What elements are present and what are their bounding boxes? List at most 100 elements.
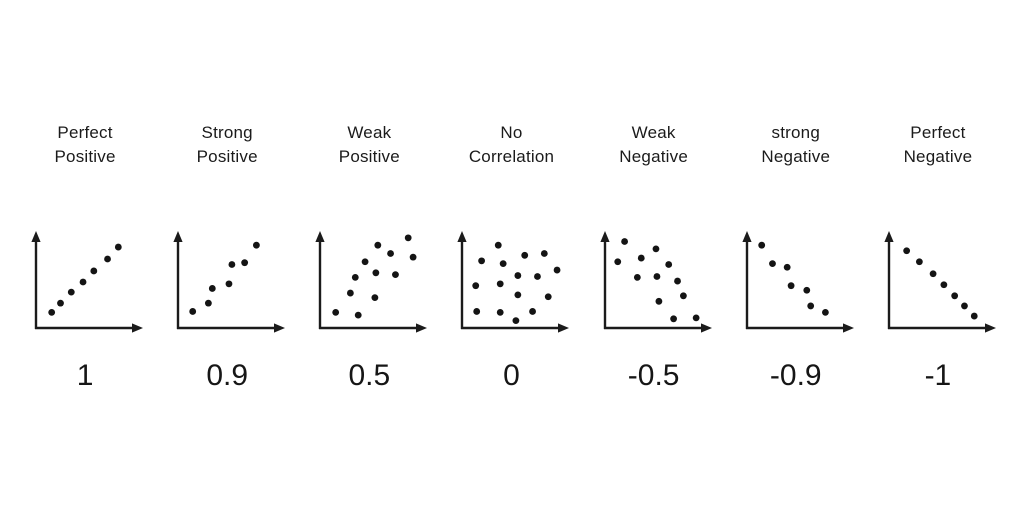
data-point	[652, 245, 659, 253]
panel-label: Weak Negative	[619, 121, 688, 169]
data-point	[803, 286, 810, 294]
data-point	[104, 255, 112, 263]
data-point	[620, 238, 628, 245]
data-point	[473, 308, 481, 315]
data-point	[970, 312, 978, 320]
correlation-coefficient: 0.9	[206, 359, 249, 392]
correlation-coefficient: -1	[924, 359, 952, 392]
data-point	[225, 280, 233, 288]
panel-label-line: No	[500, 123, 523, 142]
data-point	[205, 299, 212, 307]
data-point	[347, 289, 355, 297]
panel-label: Strong Positive	[197, 121, 258, 169]
data-point	[57, 299, 64, 307]
scatter-plot	[742, 231, 854, 333]
correlation-coefficient: 0.5	[348, 359, 391, 392]
data-point	[48, 308, 56, 316]
correlation-panel: No Correlation 0	[440, 0, 582, 518]
panel-label-line: Negative	[619, 147, 688, 166]
data-point	[940, 281, 948, 289]
data-point	[472, 282, 480, 290]
data-point	[478, 257, 486, 265]
correlation-coefficient: -0.5	[627, 359, 680, 392]
data-point	[915, 258, 923, 266]
y-axis-arrowhead-icon	[884, 231, 894, 242]
data-point	[495, 241, 503, 249]
data-point	[821, 308, 829, 316]
data-point	[497, 308, 505, 316]
data-point	[371, 294, 379, 302]
data-point	[633, 274, 641, 281]
data-point	[521, 251, 529, 259]
x-axis-arrowhead-icon	[274, 323, 286, 333]
panel-label: strong Negative	[761, 121, 830, 169]
data-point	[758, 241, 765, 249]
correlation-panel: Perfect Negative -1	[867, 0, 1009, 518]
correlation-coefficient: 1	[76, 359, 94, 392]
data-point	[653, 273, 660, 280]
data-point	[787, 282, 795, 290]
scatter-plot	[884, 231, 996, 333]
panel-label-line: Perfect	[57, 123, 113, 142]
data-point	[228, 261, 236, 268]
panel-label-line: Strong	[201, 123, 253, 142]
data-point	[387, 250, 395, 257]
data-point	[554, 266, 561, 274]
y-axis-arrowhead-icon	[31, 231, 41, 242]
correlation-panel: Perfect Positive 1	[14, 0, 156, 518]
data-point	[67, 288, 75, 296]
data-point	[655, 297, 662, 305]
scatter-plot	[457, 231, 570, 333]
x-axis-arrowhead-icon	[416, 323, 428, 333]
data-point	[352, 274, 360, 281]
scatter-plot	[315, 231, 428, 333]
data-point	[410, 253, 417, 261]
panel-label: Perfect Positive	[55, 121, 116, 169]
x-axis-arrowhead-icon	[984, 323, 996, 333]
panel-row: Perfect Positive 1 Strong Positive 0.9 Wea…	[14, 0, 1009, 518]
panel-label-line: strong	[771, 123, 820, 142]
data-point	[209, 285, 216, 292]
data-point	[929, 270, 937, 278]
data-point	[613, 258, 621, 266]
data-point	[545, 293, 553, 301]
panel-label-line: Positive	[338, 147, 400, 166]
correlation-coefficient: 0	[503, 359, 520, 392]
data-point	[541, 250, 549, 257]
data-point	[332, 308, 340, 316]
data-point	[514, 272, 522, 279]
panel-label-line: Correlation	[468, 147, 555, 166]
data-point	[807, 302, 814, 310]
panel-label: Weak Positive	[339, 121, 400, 169]
data-point	[529, 308, 537, 315]
panel-label-line: Negative	[761, 147, 831, 166]
data-point	[512, 317, 520, 325]
data-point	[783, 263, 791, 271]
data-point	[673, 277, 681, 285]
y-axis-arrowhead-icon	[315, 231, 325, 242]
data-point	[374, 241, 382, 249]
panel-label-line: Positive	[54, 147, 116, 166]
panel-label-line: Negative	[903, 147, 973, 166]
data-point	[664, 261, 672, 268]
y-axis-arrowhead-icon	[742, 231, 752, 242]
data-point	[497, 280, 505, 288]
correlation-panel: Weak Negative -0.5	[583, 0, 725, 518]
data-point	[500, 260, 508, 267]
correlation-coefficient: -0.9	[769, 359, 822, 392]
scatter-plot	[31, 231, 144, 333]
data-point	[637, 254, 645, 262]
data-point	[241, 259, 249, 267]
panel-label: Perfect Negative	[904, 121, 973, 169]
data-point	[951, 292, 958, 300]
data-point	[768, 260, 776, 267]
data-point	[362, 258, 369, 266]
panel-label-line: Weak	[347, 123, 392, 142]
data-point	[253, 241, 261, 249]
data-point	[189, 308, 197, 315]
data-point	[903, 247, 910, 255]
correlation-panel: strong Negative -0.9	[725, 0, 867, 518]
data-point	[372, 269, 380, 277]
correlation-panel: Weak Positive 0.5	[298, 0, 440, 518]
